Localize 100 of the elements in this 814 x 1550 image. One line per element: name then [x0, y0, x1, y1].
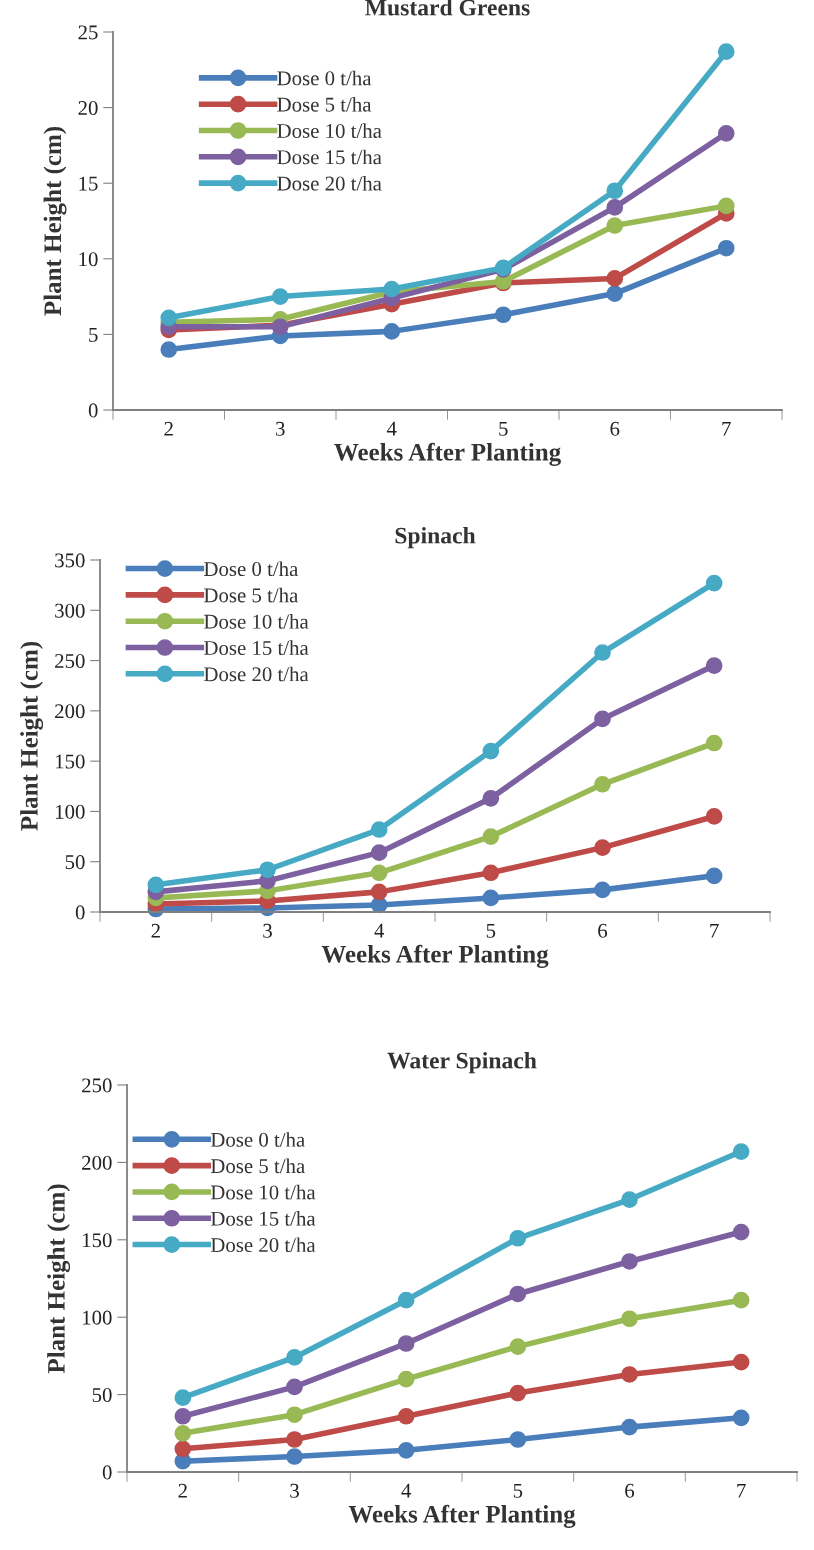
point: [482, 828, 500, 845]
point: [732, 1291, 750, 1309]
point: [606, 270, 624, 287]
point: [621, 1310, 638, 1328]
legend-label: Dose 10 t/ha: [210, 1184, 316, 1200]
point: [494, 306, 512, 324]
x-tick-label: 5: [513, 1483, 523, 1498]
point: [509, 1338, 527, 1355]
y-tick-label: 0: [75, 905, 85, 920]
point: [606, 182, 624, 200]
y-tick-label: 150: [56, 754, 85, 769]
point: [160, 341, 178, 358]
legend-label: Dose 20 t/ha: [210, 1237, 316, 1253]
x-tick-label: 5: [486, 923, 496, 938]
point: [397, 1407, 415, 1425]
x-tick-label: 4: [386, 421, 397, 436]
point: [271, 288, 289, 305]
y-axis-title: Plant Height (cm): [20, 641, 44, 831]
x-tick-label: 2: [164, 421, 173, 436]
x-tick-label: 3: [290, 1483, 299, 1498]
legend-label: Dose 20 t/ha: [204, 666, 309, 682]
y-axis-title: Plant Height (cm): [43, 126, 67, 316]
point: [397, 1291, 415, 1309]
y-tick-label: 50: [65, 855, 85, 870]
point: [147, 876, 165, 894]
point: [606, 199, 624, 216]
y-tick-label: 0: [88, 403, 98, 418]
point: [705, 867, 723, 885]
point: [705, 574, 723, 592]
point: [397, 1335, 415, 1352]
point: [286, 1406, 303, 1424]
point: [370, 844, 388, 861]
chart-title: Water Spinach: [387, 1051, 537, 1074]
x-tick-label: 4: [374, 923, 385, 938]
y-tick-label: 0: [102, 1465, 112, 1480]
y-tick-label: 150: [83, 1233, 112, 1248]
y-tick-label: 20: [78, 100, 98, 116]
point: [174, 1389, 192, 1407]
legend-label: Dose 0 t/ha: [204, 561, 299, 577]
point: [705, 808, 723, 825]
x-tick-label: 2: [151, 923, 160, 938]
point: [705, 734, 723, 752]
point: [509, 1229, 527, 1247]
legend-label: Dose 15 t/ha: [210, 1211, 316, 1226]
point: [383, 323, 401, 340]
point: [606, 285, 624, 302]
point: [160, 309, 178, 327]
y-tick-label: 50: [92, 1387, 112, 1403]
point: [286, 1378, 303, 1396]
legend-label: Dose 15 t/ha: [277, 149, 382, 165]
legend-label: Dose 0 t/ha: [277, 70, 372, 86]
point: [174, 1407, 192, 1425]
y-axis-title: Plant Height (cm): [47, 1184, 71, 1374]
x-tick-label: 7: [737, 1483, 746, 1498]
point: [370, 864, 388, 882]
point: [717, 197, 735, 215]
point: [732, 1409, 750, 1427]
point: [732, 1353, 750, 1371]
point: [717, 43, 735, 60]
y-tick-label: 5: [89, 327, 98, 342]
point: [397, 1370, 415, 1388]
point: [370, 883, 388, 901]
x-tick-label: 6: [625, 1483, 635, 1498]
legend-label: Dose 5 t/ha: [210, 1158, 305, 1174]
point: [482, 889, 500, 907]
legend-label: Dose 10 t/ha: [204, 614, 309, 629]
legend-label: Dose 5 t/ha: [277, 97, 372, 112]
point: [594, 775, 611, 793]
point: [594, 644, 611, 661]
y-tick-label: 10: [79, 252, 98, 267]
y-tick-label: 250: [82, 1078, 112, 1093]
point: [286, 1448, 303, 1465]
point: [732, 1143, 750, 1160]
x-tick-label: 7: [722, 421, 731, 436]
chart-title: Spinach: [395, 526, 476, 549]
y-tick-label: 350: [55, 553, 85, 568]
point: [370, 821, 388, 838]
y-tick-label: 15: [79, 176, 98, 191]
point: [397, 1441, 415, 1459]
point: [717, 124, 735, 142]
point: [621, 1418, 638, 1436]
point: [174, 1424, 192, 1442]
y-tick-label: 250: [55, 653, 85, 668]
point: [594, 839, 611, 856]
point: [174, 1440, 192, 1458]
x-tick-label: 2: [178, 1483, 187, 1498]
point: [732, 1223, 750, 1241]
x-tick-label: 3: [276, 421, 285, 436]
y-tick-label: 100: [56, 804, 85, 819]
x-tick-label: 7: [710, 923, 719, 938]
point: [509, 1384, 527, 1402]
legend-label: Dose 5 t/ha: [204, 587, 299, 603]
point: [594, 710, 611, 728]
point: [621, 1253, 638, 1270]
legend-label: Dose 10 t/ha: [277, 123, 382, 138]
y-tick-label: 25: [78, 25, 98, 40]
point: [717, 239, 735, 257]
y-tick-label: 100: [83, 1310, 112, 1325]
x-tick-label: 6: [610, 421, 620, 436]
y-tick-label: 200: [55, 704, 85, 719]
